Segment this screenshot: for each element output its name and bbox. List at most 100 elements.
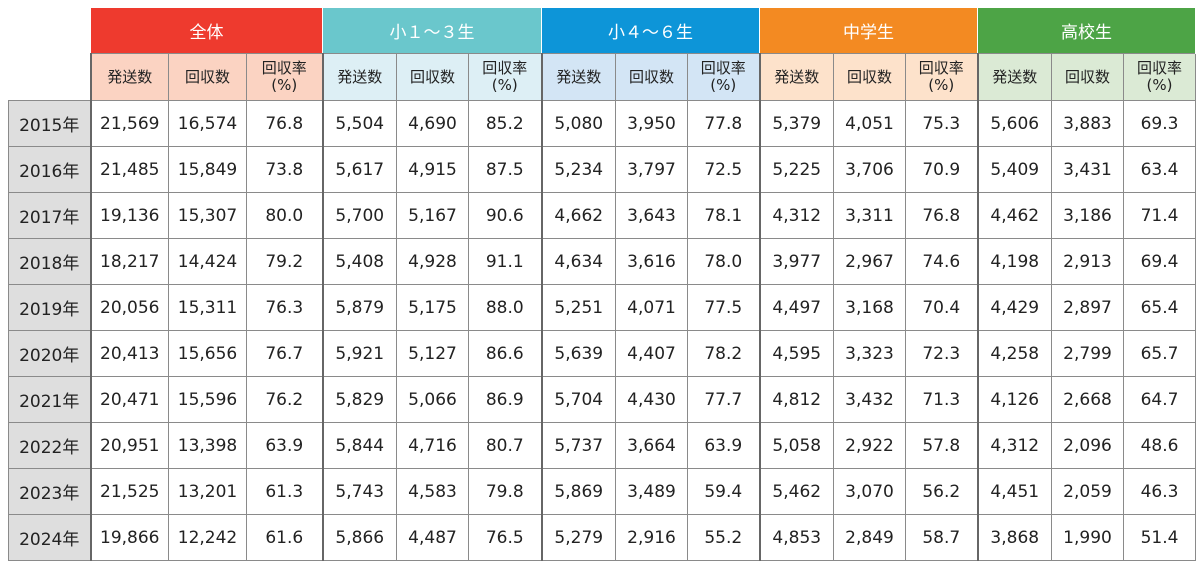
year-label: 2015年 — [8, 100, 91, 147]
table-cell: 63.9 — [687, 422, 760, 469]
table-cell: 13,398 — [168, 422, 247, 469]
table-cell: 4,634 — [540, 238, 616, 285]
table-cell: 4,451 — [976, 468, 1052, 515]
table-cell: 76.2 — [246, 376, 323, 423]
table-cell: 90.6 — [468, 192, 542, 239]
table-cell: 73.8 — [246, 146, 323, 193]
table-cell: 2,059 — [1051, 468, 1124, 515]
table-cell: 2,922 — [833, 422, 906, 469]
subheader: 回収率 (%) — [905, 53, 978, 101]
table-cell: 2,849 — [833, 514, 906, 561]
table-cell: 3,797 — [615, 146, 688, 193]
table-cell: 5,462 — [758, 468, 834, 515]
table-cell: 4,258 — [976, 330, 1052, 377]
table-cell: 3,616 — [615, 238, 688, 285]
subheader: 発送数 — [758, 53, 834, 101]
table-cell: 5,921 — [321, 330, 397, 377]
table-cell: 5,639 — [540, 330, 616, 377]
subheader: 回収率 (%) — [1123, 53, 1196, 101]
corner-blank — [8, 53, 91, 101]
table-cell: 55.2 — [687, 514, 760, 561]
table-cell: 64.7 — [1123, 376, 1196, 423]
table-cell: 14,424 — [168, 238, 247, 285]
table-cell: 65.7 — [1123, 330, 1196, 377]
table-cell: 72.3 — [905, 330, 978, 377]
table-cell: 5,408 — [321, 238, 397, 285]
table-cell: 59.4 — [687, 468, 760, 515]
table-cell: 3,883 — [1051, 100, 1124, 147]
table-cell: 3,868 — [976, 514, 1052, 561]
table-cell: 4,716 — [396, 422, 469, 469]
year-label: 2022年 — [8, 422, 91, 469]
year-label: 2017年 — [8, 192, 91, 239]
table-cell: 88.0 — [468, 284, 542, 331]
table-cell: 46.3 — [1123, 468, 1196, 515]
group-header: 小４～６生 — [541, 7, 760, 54]
subheader: 回収数 — [1051, 53, 1124, 101]
table-cell: 20,951 — [89, 422, 169, 469]
table-cell: 3,070 — [833, 468, 906, 515]
table-cell: 4,487 — [396, 514, 469, 561]
table-cell: 4,051 — [833, 100, 906, 147]
table-cell: 2,897 — [1051, 284, 1124, 331]
year-label: 2024年 — [8, 514, 91, 561]
table-cell: 3,311 — [833, 192, 906, 239]
table-cell: 21,569 — [89, 100, 169, 147]
table-cell: 79.8 — [468, 468, 542, 515]
table-cell: 13,201 — [168, 468, 247, 515]
table-row: 2024年 19,866 12,242 61.6 5,866 4,487 76.5 5,279… — [8, 514, 1196, 561]
table-cell: 71.3 — [905, 376, 978, 423]
table-cell: 78.0 — [687, 238, 760, 285]
table-cell: 5,127 — [396, 330, 469, 377]
table-cell: 85.2 — [468, 100, 542, 147]
table-cell: 5,866 — [321, 514, 397, 561]
table-cell: 4,071 — [615, 284, 688, 331]
table-cell: 77.5 — [687, 284, 760, 331]
table-cell: 4,407 — [615, 330, 688, 377]
table-cell: 80.7 — [468, 422, 542, 469]
table-cell: 19,136 — [89, 192, 169, 239]
table-cell: 2,913 — [1051, 238, 1124, 285]
table-row: 2017年 19,136 15,307 80.0 5,700 5,167 90.6 4,662… — [8, 192, 1196, 239]
table-cell: 20,413 — [89, 330, 169, 377]
table-cell: 3,323 — [833, 330, 906, 377]
table-cell: 86.9 — [468, 376, 542, 423]
subheader-row: 発送数 回収数 回収率 (%) 発送数 回収数 回収率 (%) 発送数 回収数 回収率 (%) 発… — [8, 53, 1196, 101]
table-cell: 3,168 — [833, 284, 906, 331]
table-cell: 5,700 — [321, 192, 397, 239]
table-cell: 69.4 — [1123, 238, 1196, 285]
table-cell: 15,849 — [168, 146, 247, 193]
table-cell: 15,307 — [168, 192, 247, 239]
table-row: 2015年 21,569 16,574 76.8 5,504 4,690 85.2 5,080… — [8, 100, 1196, 147]
table-cell: 5,409 — [976, 146, 1052, 193]
table-cell: 91.1 — [468, 238, 542, 285]
table-cell: 4,497 — [758, 284, 834, 331]
table-cell: 75.3 — [905, 100, 978, 147]
table-row: 2016年 21,485 15,849 73.8 5,617 4,915 87.5 5,234… — [8, 146, 1196, 193]
table-cell: 4,429 — [976, 284, 1052, 331]
table-cell: 3,706 — [833, 146, 906, 193]
table-cell: 2,668 — [1051, 376, 1124, 423]
table-cell: 15,311 — [168, 284, 247, 331]
table-cell: 5,606 — [976, 100, 1052, 147]
table-cell: 4,928 — [396, 238, 469, 285]
table-cell: 61.3 — [246, 468, 323, 515]
table-cell: 76.3 — [246, 284, 323, 331]
table-cell: 77.7 — [687, 376, 760, 423]
group-header: 中学生 — [759, 7, 978, 54]
year-label: 2023年 — [8, 468, 91, 515]
table-cell: 4,662 — [540, 192, 616, 239]
table-cell: 5,829 — [321, 376, 397, 423]
table-cell: 4,312 — [976, 422, 1052, 469]
table-cell: 74.6 — [905, 238, 978, 285]
subheader: 回収率 (%) — [468, 53, 542, 101]
subheader: 発送数 — [540, 53, 616, 101]
corner-blank — [8, 7, 91, 54]
table-cell: 63.4 — [1123, 146, 1196, 193]
table-cell: 15,596 — [168, 376, 247, 423]
group-header: 高校生 — [977, 7, 1196, 54]
table-cell: 5,058 — [758, 422, 834, 469]
table-cell: 4,462 — [976, 192, 1052, 239]
table-cell: 71.4 — [1123, 192, 1196, 239]
subheader: 発送数 — [89, 53, 169, 101]
